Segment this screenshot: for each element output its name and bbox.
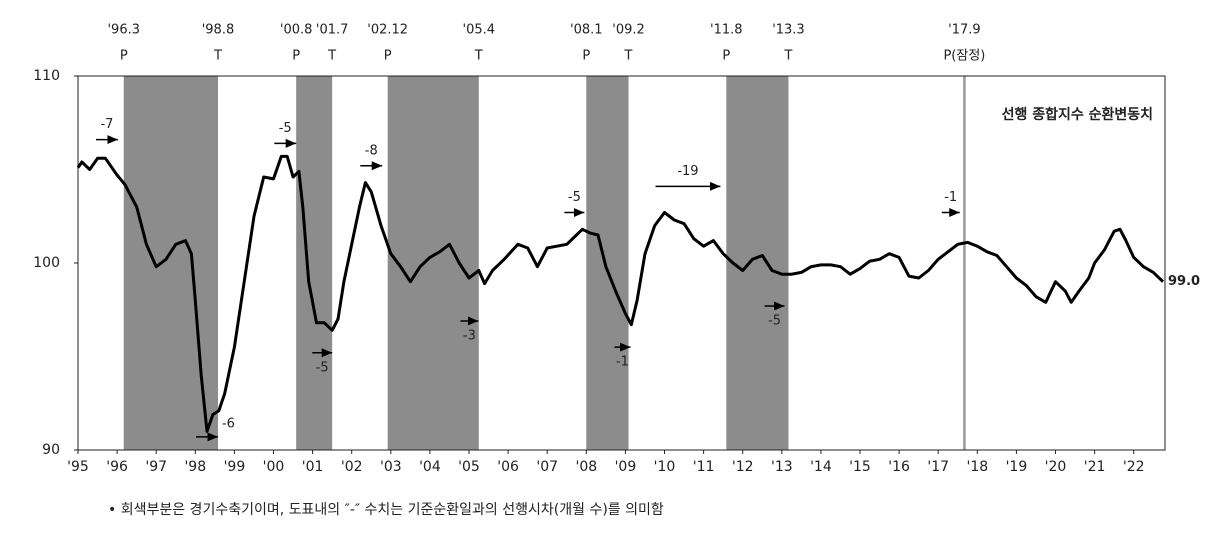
turning-date: '08.1 (570, 23, 603, 38)
turning-date: '09.2 (612, 23, 645, 38)
y-tick-label: 90 (42, 442, 60, 458)
x-tick-label: '00 (263, 459, 285, 475)
series-line (76, 154, 1165, 433)
x-tick-label: '22 (1123, 459, 1145, 475)
lead-label: -5 (279, 121, 292, 136)
lead-label: -3 (463, 328, 476, 343)
x-tick-label: '17 (927, 459, 949, 475)
x-tick-label: '07 (536, 459, 558, 475)
x-tick-label: '16 (888, 459, 910, 475)
lead-label: -5 (316, 360, 329, 375)
lead-label: -5 (768, 314, 781, 329)
turning-phase: T (327, 49, 336, 64)
turning-date: '17.9 (948, 23, 981, 38)
turning-phase: P (292, 49, 300, 64)
x-tick-label: '09 (615, 459, 637, 475)
turning-date: '05.4 (463, 23, 496, 38)
x-tick-label: '95 (67, 459, 89, 475)
lead-label: -7 (100, 117, 113, 132)
x-tick-label: '06 (497, 459, 519, 475)
turning-phase: P (722, 49, 730, 64)
contraction-period (586, 76, 629, 450)
turning-phase: T (474, 49, 483, 64)
x-tick-label: '21 (1084, 459, 1106, 475)
lead-label: -1 (944, 190, 957, 205)
x-tick-label: '99 (224, 459, 246, 475)
contraction-period (387, 76, 479, 450)
turning-phase: P (120, 49, 128, 64)
lead-label: -8 (365, 143, 378, 158)
x-tick-label: '96 (106, 459, 128, 475)
x-tick-label: '19 (1006, 459, 1028, 475)
x-tick-label: '05 (458, 459, 480, 475)
turning-date: '11.8 (710, 23, 743, 38)
x-tick-label: '08 (575, 459, 597, 475)
contraction-period (726, 76, 789, 450)
x-tick-label: '04 (419, 459, 441, 475)
turning-phase: T (624, 49, 633, 64)
turning-date: '98.8 (202, 23, 235, 38)
turning-date: '00.8 (280, 23, 313, 38)
turning-phase: P (582, 49, 590, 64)
end-label: 99.0 (1168, 274, 1200, 289)
x-tick-label: '97 (145, 459, 167, 475)
x-tick-label: '01 (302, 459, 324, 475)
x-tick-label: '98 (184, 459, 206, 475)
x-tick-label: '14 (810, 459, 832, 475)
x-tick-label: '10 (654, 459, 676, 475)
turning-phase: P(잠정) (943, 49, 985, 64)
turning-date: '96.3 (107, 23, 140, 38)
x-tick-label: '02 (341, 459, 363, 475)
y-tick-label: 100 (33, 255, 60, 271)
turning-date: '13.3 (772, 23, 805, 38)
x-tick-label: '03 (380, 459, 402, 475)
y-tick-label: 110 (33, 68, 60, 84)
x-tick-label: '18 (966, 459, 988, 475)
shading-layer (123, 76, 966, 450)
x-tick-label: '13 (771, 459, 793, 475)
lead-label: -5 (568, 190, 581, 205)
turning-phase: T (213, 49, 222, 64)
x-tick-label: '20 (1045, 459, 1067, 475)
turning-phase: T (783, 49, 792, 64)
contraction-period (296, 76, 333, 450)
x-tick-label: '12 (732, 459, 754, 475)
x-tick-label: '11 (693, 459, 715, 475)
lead-label: -1 (616, 355, 629, 370)
turning-date: '02.12 (367, 23, 408, 38)
footnote: • 회색부분은 경기수축기이며, 도표내의 ″-″ 수치는 기준순환일과의 선행… (108, 502, 664, 518)
lead-label: -19 (677, 164, 698, 179)
turning-date: '01.7 (316, 23, 349, 38)
lead-label: -6 (222, 416, 235, 431)
series-name: 선행 종합지수 순환변동치 (1002, 106, 1153, 123)
turning-phase: P (384, 49, 392, 64)
x-tick-label: '15 (849, 459, 871, 475)
